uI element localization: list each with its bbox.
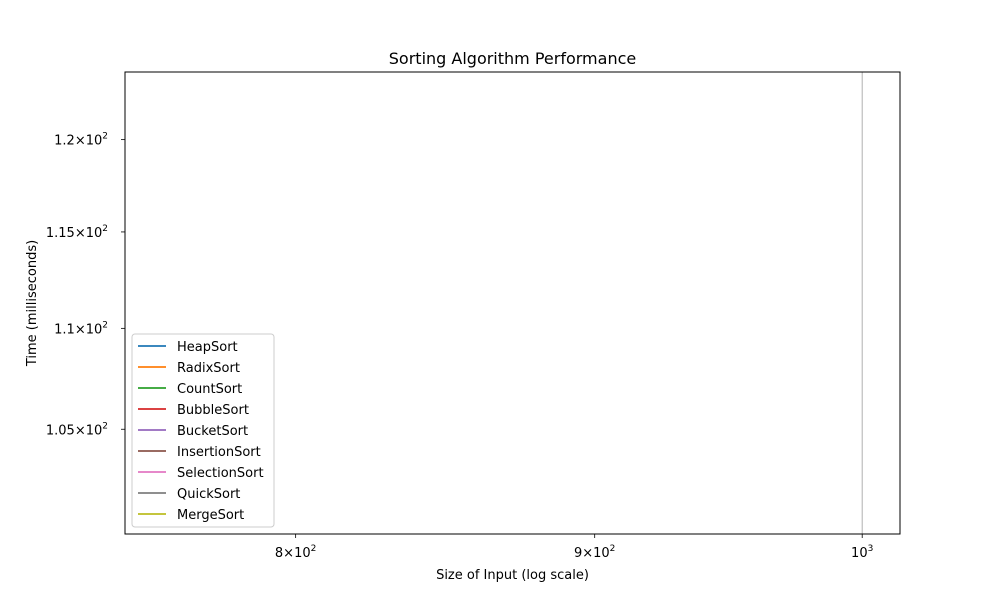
x-tick-label: 8×102 [275,544,316,561]
legend-item-label: InsertionSort [177,445,261,460]
legend-item-label: SelectionSort [177,466,264,481]
legend-item-label: CountSort [177,382,242,397]
legend-item-label: BucketSort [177,424,248,439]
plot-frame [124,71,901,535]
y-tick-label: 1.1×102 [54,320,108,337]
legend: HeapSort RadixSort CountSort BubbleSort Buck… [131,333,275,528]
legend-box [131,333,275,528]
x-tick-label: 9×102 [574,544,615,561]
legend-item-label: MergeSort [177,508,244,523]
legend-item-label: BubbleSort [177,403,249,418]
y-tick-label: 1.15×102 [46,224,108,241]
chart-title: Sorting Algorithm Performance [389,49,636,68]
y-axis-label: Time (milliseconds) [25,240,40,367]
plot-area: 8×102 9×102 103 1.05×102 1.1×102 1.15×102 1.2×… [46,71,901,561]
legend-item-label: RadixSort [177,361,240,376]
legend-item-label: HeapSort [177,340,238,355]
x-axis-label: Size of Input (log scale) [436,568,589,583]
y-tick-label: 1.05×102 [46,421,108,438]
x-tick-label: 103 [851,544,873,561]
legend-item-label: QuickSort [177,487,240,502]
y-tick-label: 1.2×102 [54,132,108,149]
